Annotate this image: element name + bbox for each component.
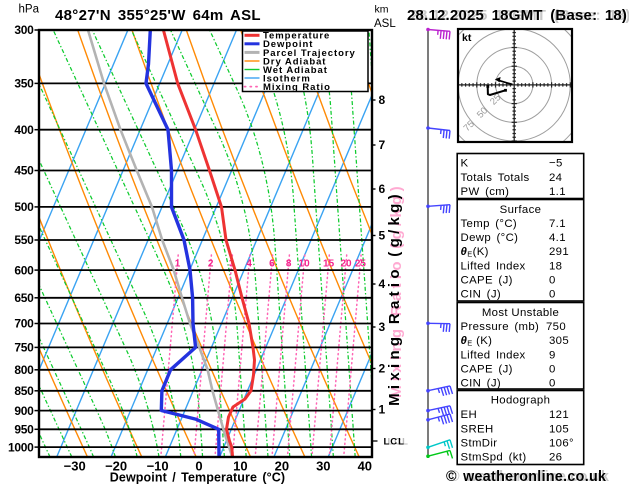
svg-text:Mixing Ratio (g/kg): Mixing Ratio (g/kg): [386, 190, 403, 406]
svg-text:CIN (J): CIN (J): [461, 289, 502, 301]
svg-text:hPa: hPa: [19, 4, 40, 16]
svg-text:EH: EH: [461, 409, 478, 421]
svg-text:600: 600: [14, 263, 34, 277]
svg-text:Dewp (°C): Dewp (°C): [461, 232, 519, 244]
svg-text:−5: −5: [549, 158, 563, 170]
svg-text:26: 26: [549, 452, 562, 464]
svg-text:800: 800: [14, 363, 34, 377]
svg-text:3: 3: [379, 320, 386, 334]
svg-text:40: 40: [358, 459, 372, 474]
svg-text:LCL: LCL: [384, 437, 405, 448]
svg-text:650: 650: [14, 291, 34, 305]
svg-text:700: 700: [14, 317, 34, 331]
svg-text:1: 1: [379, 403, 386, 417]
svg-text:ASL: ASL: [374, 18, 396, 30]
svg-text:121: 121: [549, 409, 569, 421]
svg-text:900: 900: [14, 404, 34, 418]
svg-text:PW (cm): PW (cm): [461, 186, 510, 198]
svg-text:kt: kt: [462, 32, 472, 44]
svg-text:7.1: 7.1: [549, 218, 566, 230]
svg-text:Lifted Index: Lifted Index: [461, 260, 526, 272]
svg-text:350: 350: [14, 77, 34, 91]
svg-text:950: 950: [14, 423, 34, 437]
svg-text:6: 6: [379, 182, 386, 196]
svg-text:750: 750: [14, 341, 34, 355]
svg-text:Dewpoint / Temperature (°C): Dewpoint / Temperature (°C): [110, 471, 285, 485]
svg-text:km: km: [375, 3, 389, 15]
svg-text:CAPE (J): CAPE (J): [461, 275, 513, 287]
svg-text:4: 4: [246, 259, 252, 270]
svg-text:0: 0: [549, 377, 556, 389]
svg-text:450: 450: [14, 164, 34, 178]
svg-text:25: 25: [355, 259, 367, 270]
svg-text:Most Unstable: Most Unstable: [482, 307, 559, 319]
svg-text:106°: 106°: [549, 438, 574, 450]
svg-text:750: 750: [546, 321, 566, 333]
svg-text:400: 400: [14, 123, 34, 137]
svg-text:850: 850: [14, 384, 34, 398]
svg-text:θE(K): θE(K): [461, 246, 489, 259]
svg-text:Hodograph: Hodograph: [491, 395, 551, 407]
svg-text:30: 30: [316, 459, 330, 474]
svg-text:18: 18: [549, 260, 562, 272]
svg-text:θE (K): θE (K): [461, 335, 493, 348]
svg-text:300: 300: [14, 23, 34, 37]
svg-text:500: 500: [14, 200, 34, 214]
svg-text:5: 5: [379, 229, 386, 243]
svg-text:8: 8: [286, 259, 292, 270]
svg-text:48°27'N 355°25'W 64m ASL: 48°27'N 355°25'W 64m ASL: [55, 7, 261, 24]
svg-text:Temp (°C): Temp (°C): [461, 218, 518, 230]
svg-text:0: 0: [549, 289, 556, 301]
svg-text:10: 10: [299, 259, 311, 270]
svg-text:15: 15: [323, 259, 335, 270]
svg-text:8: 8: [379, 93, 386, 107]
svg-text:0: 0: [549, 275, 556, 287]
svg-text:StmDir: StmDir: [461, 438, 498, 450]
svg-text:105: 105: [549, 423, 569, 435]
svg-text:2: 2: [208, 259, 214, 270]
svg-text:20: 20: [340, 259, 352, 270]
svg-text:CIN (J): CIN (J): [461, 377, 502, 389]
svg-text:Lifted Index: Lifted Index: [461, 349, 526, 361]
svg-text:9: 9: [549, 349, 556, 361]
svg-text:1: 1: [175, 259, 181, 270]
svg-text:1.1: 1.1: [549, 186, 566, 198]
svg-text:28.12.2025 18GMT (Base: 18): 28.12.2025 18GMT (Base: 18): [407, 7, 627, 24]
svg-text:305: 305: [549, 335, 569, 347]
svg-text:7: 7: [379, 138, 386, 152]
svg-text:SREH: SREH: [461, 423, 494, 435]
svg-text:StmSpd (kt): StmSpd (kt): [461, 452, 527, 464]
svg-text:6: 6: [269, 259, 275, 270]
svg-text:© weatheronline.co.uk: © weatheronline.co.uk: [446, 469, 606, 485]
svg-text:2: 2: [379, 362, 386, 376]
svg-text:−30: −30: [64, 459, 86, 474]
svg-text:1000: 1000: [8, 440, 34, 454]
svg-text:4.1: 4.1: [549, 232, 566, 244]
svg-text:Surface: Surface: [500, 204, 542, 216]
svg-text:K: K: [461, 158, 469, 170]
svg-text:4: 4: [379, 277, 386, 291]
svg-text:550: 550: [14, 233, 34, 247]
svg-text:0: 0: [549, 364, 556, 376]
svg-text:Totals Totals: Totals Totals: [461, 172, 530, 184]
svg-text:291: 291: [549, 246, 569, 258]
svg-text:CAPE (J): CAPE (J): [461, 364, 513, 376]
svg-text:24: 24: [549, 172, 562, 184]
svg-text:Mixing Ratio: Mixing Ratio: [263, 82, 331, 93]
svg-text:Pressure (mb): Pressure (mb): [461, 321, 540, 333]
